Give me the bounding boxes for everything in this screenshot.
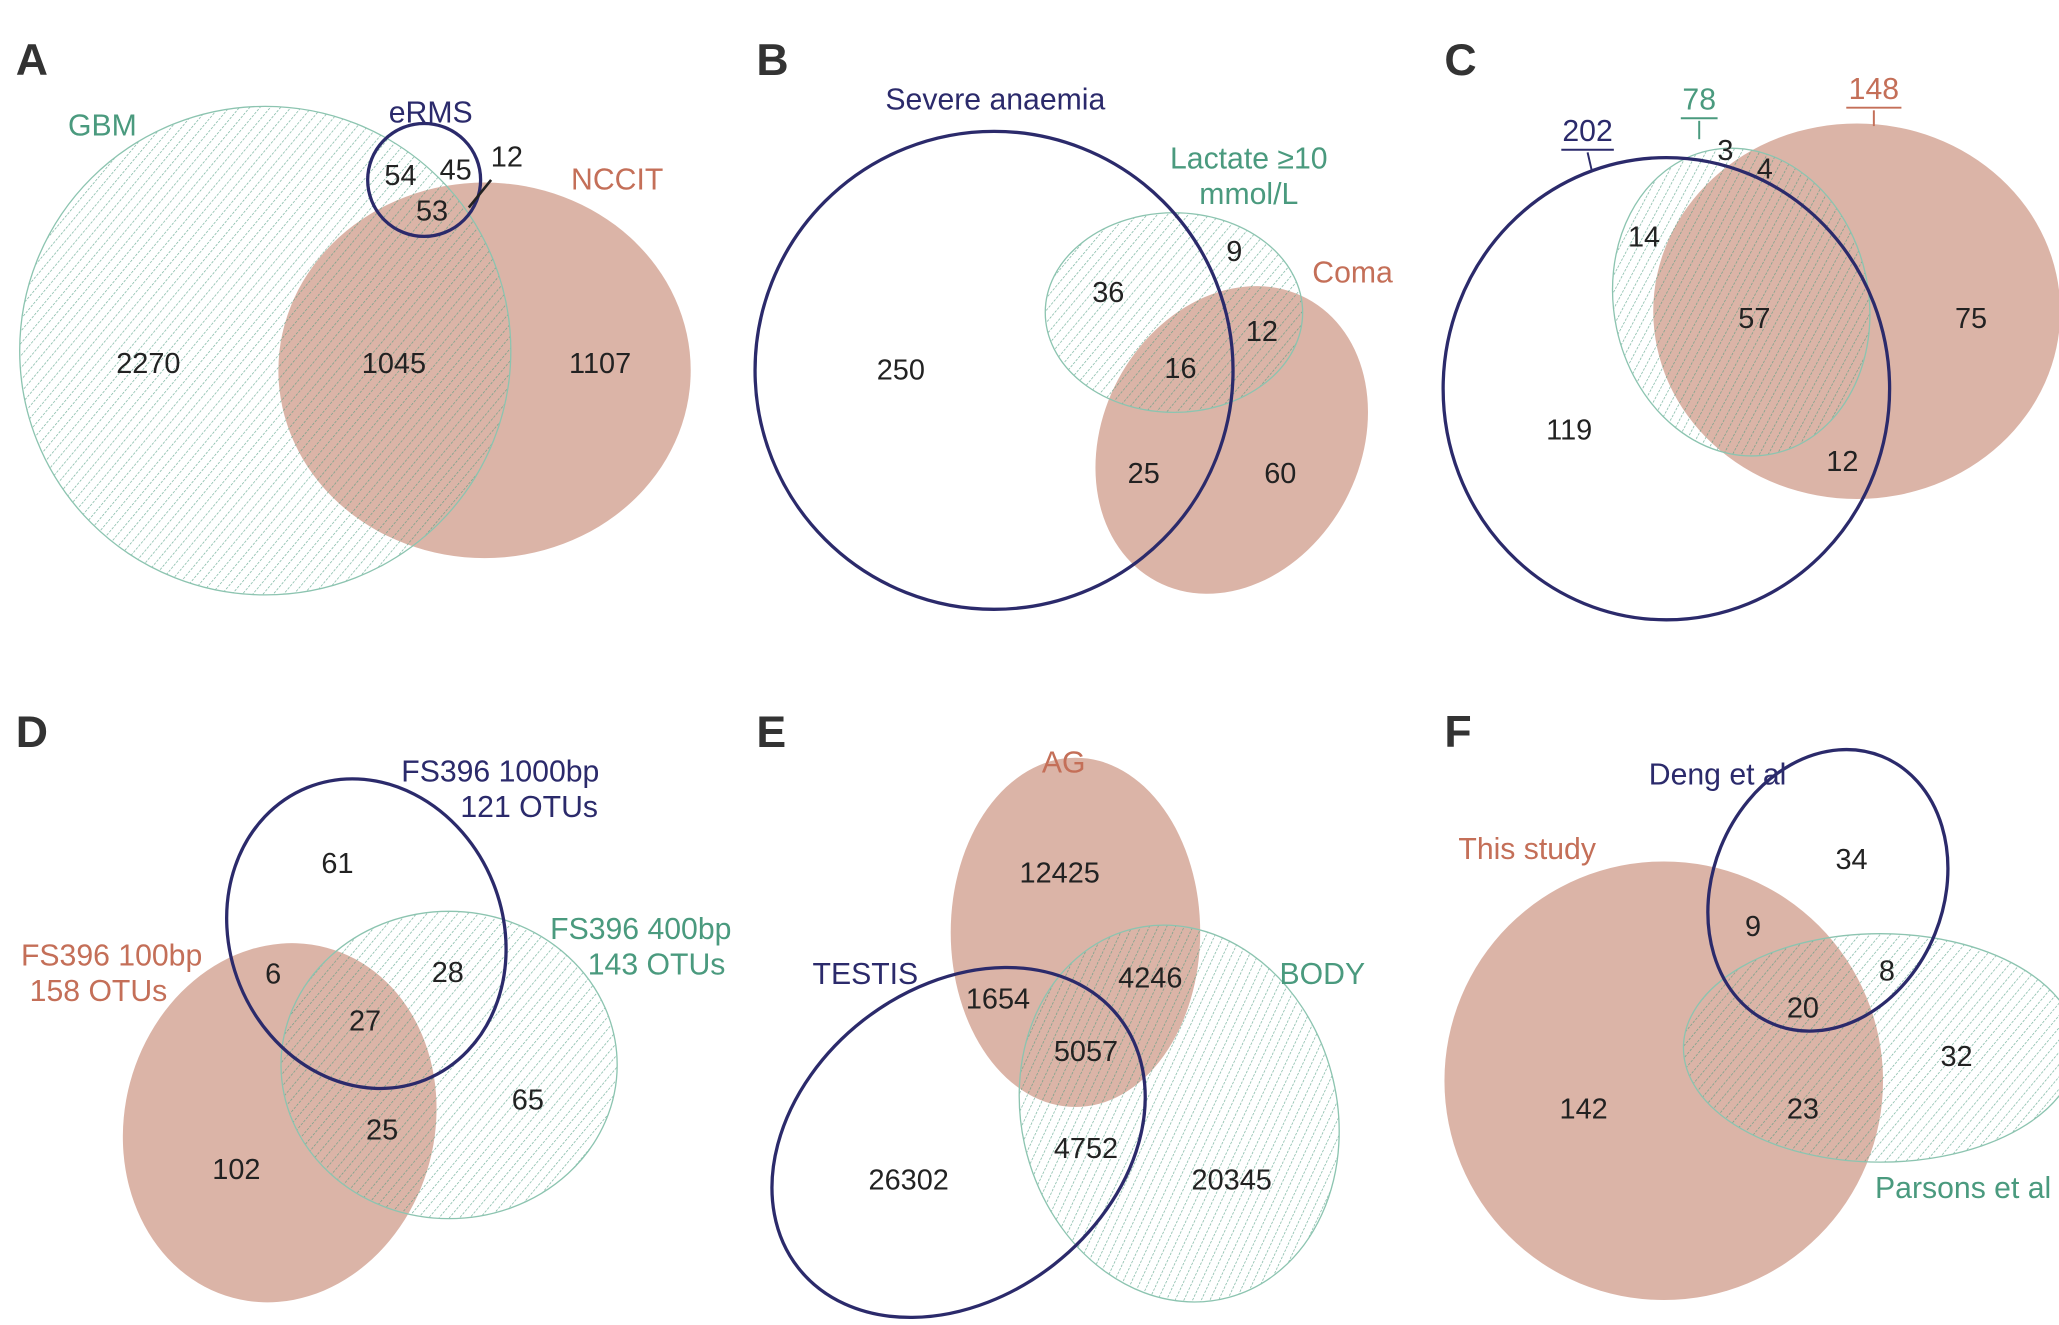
- region-count: 20: [1787, 993, 1819, 1025]
- set-green: [1611, 147, 1871, 457]
- panel-label: D: [16, 708, 48, 757]
- region-count: 32: [1941, 1041, 1973, 1073]
- region-count: 9: [1226, 236, 1242, 268]
- region-count: 102: [212, 1154, 260, 1186]
- region-count: 60: [1264, 458, 1296, 490]
- set-label-parsons: Parsons et al: [1875, 1172, 2051, 1205]
- region-count: 1045: [362, 348, 426, 380]
- set-label-400bp: FS396 400bp: [550, 913, 731, 946]
- region-count: 8: [1879, 956, 1895, 988]
- set-parsons: [1682, 933, 2059, 1163]
- set-label-100bp: FS396 100bp: [21, 939, 202, 972]
- region-count: 1107: [569, 348, 631, 380]
- panel-b: B Severe anaemia Lactate ≥10 mmol/L Coma…: [753, 36, 1393, 611]
- set-label-1000bp: FS396 1000bp: [401, 756, 599, 789]
- set-label-testis: TESTIS: [813, 958, 919, 991]
- region-count: 61: [321, 848, 353, 880]
- region-count: 4246: [1118, 962, 1182, 994]
- leader-line: [467, 179, 493, 209]
- set-label-ag: AG: [1042, 746, 1086, 779]
- set-total-salmon: 148: [1849, 73, 1899, 106]
- set-body: [1018, 924, 1340, 1303]
- panel-label: C: [1444, 36, 1476, 85]
- leader-line: [1586, 152, 1593, 170]
- region-count: 28: [432, 957, 464, 989]
- region-count: 36: [1092, 277, 1124, 309]
- set-deng: [1706, 747, 1950, 1033]
- panel-d: D FS396 1000bp 121 OTUs FS396 100bp 158 …: [16, 708, 731, 1303]
- region-count: 75: [1955, 303, 1987, 335]
- region-count: 14: [1628, 222, 1660, 254]
- set-testis: [770, 965, 1147, 1320]
- region-count: 1654: [966, 983, 1030, 1015]
- panel-label: B: [756, 36, 788, 85]
- set-label-gbm: GBM: [68, 110, 137, 143]
- panel-a: A GBM eRMS NCCIT 12 54 45 53 2270 1045 1…: [16, 36, 691, 596]
- set-gbm: [19, 105, 512, 596]
- set-label-this-study: This study: [1458, 833, 1596, 866]
- region-count: 4752: [1054, 1133, 1118, 1165]
- region-count: 23: [1787, 1094, 1819, 1126]
- set-label-coma: Coma: [1312, 257, 1393, 290]
- region-count: 54: [384, 160, 416, 192]
- region-count: 25: [366, 1115, 398, 1147]
- set-label-erms: eRMS: [389, 96, 473, 129]
- region-count: 4: [1757, 153, 1773, 185]
- region-count: 12425: [1020, 857, 1100, 889]
- region-count: 9: [1745, 911, 1761, 943]
- region-count: 2270: [116, 348, 180, 380]
- set-total-navy: 202: [1562, 115, 1612, 148]
- region-count: 142: [1560, 1094, 1608, 1126]
- region-count: 12: [491, 142, 523, 174]
- set-label-lactate-unit: mmol/L: [1199, 178, 1298, 211]
- set-total-green: 78: [1682, 83, 1716, 116]
- region-count: 57: [1738, 303, 1770, 335]
- set-navy: [1441, 155, 1892, 622]
- set-fs396-1000bp: [225, 777, 508, 1091]
- panel-label: E: [756, 708, 786, 757]
- region-count: 26302: [869, 1165, 949, 1197]
- region-count: 27: [349, 1006, 381, 1038]
- region-count: 20345: [1192, 1165, 1272, 1197]
- set-label-400bp-otus: 143 OTUs: [588, 949, 726, 982]
- panel-c: C 202 78 148 3 4 14 57 75 119 12: [1441, 36, 2059, 622]
- set-label-body: BODY: [1280, 958, 1366, 991]
- region-count: 65: [512, 1084, 544, 1116]
- set-label-deng: Deng et al: [1649, 758, 1787, 791]
- set-label-nccit: NCCIT: [571, 163, 663, 196]
- panel-label: A: [16, 36, 48, 85]
- set-label-100bp-otus: 158 OTUs: [30, 975, 168, 1008]
- set-label-anaemia: Severe anaemia: [885, 83, 1105, 116]
- region-count: 53: [416, 195, 448, 227]
- panel-label: F: [1444, 708, 1471, 757]
- set-severe-anaemia: [753, 129, 1235, 611]
- region-count: 250: [877, 354, 925, 386]
- set-label-1000bp-otus: 121 OTUs: [460, 791, 598, 824]
- region-count: 34: [1835, 844, 1867, 876]
- region-count: 12: [1246, 316, 1278, 348]
- region-count: 16: [1164, 353, 1196, 385]
- set-label-lactate: Lactate ≥10: [1170, 142, 1328, 175]
- region-count: 3: [1717, 135, 1733, 167]
- region-count: 25: [1128, 458, 1160, 490]
- region-count: 6: [265, 958, 281, 990]
- region-count: 119: [1546, 415, 1592, 447]
- region-count: 5057: [1054, 1036, 1118, 1068]
- panel-f: F Deng et al This study Parsons et al 34…: [1444, 708, 2059, 1301]
- set-erms: [366, 121, 483, 239]
- region-count: 45: [440, 155, 472, 187]
- region-count: 12: [1826, 446, 1858, 478]
- panel-e: E AG TESTIS BODY 12425 1654 4246 5057 47…: [756, 708, 1366, 1320]
